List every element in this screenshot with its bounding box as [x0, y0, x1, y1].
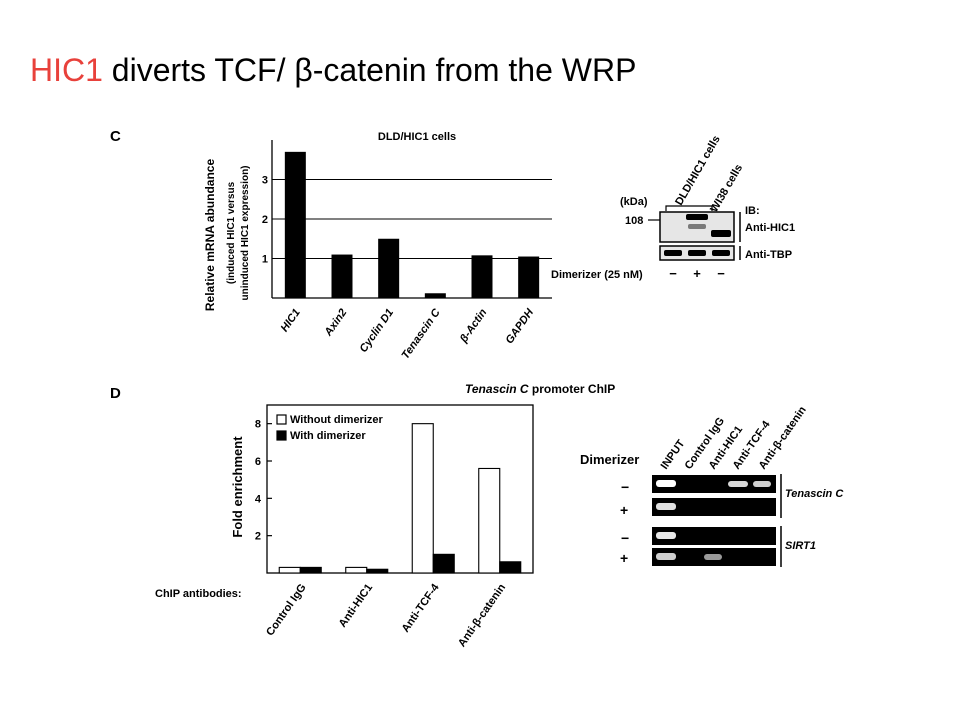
chart2-bar-anti-tcf-4-with-dimerizer: [432, 553, 455, 574]
chart2-bar-anti-tcf-4-without-dimerizer: [411, 423, 434, 574]
gel-strip-2: [652, 498, 776, 516]
legend-swatch-with: [276, 430, 287, 441]
blot-treatment-label: Dimerizer (25 nM): [551, 269, 643, 281]
gel-strip-3: [652, 527, 776, 545]
chart1-xtick-tenascin-c: Tenascin C: [400, 306, 444, 361]
chart2-ytick-4: 4: [255, 493, 262, 505]
chart2-bar-anti-hic1-with-dimerizer: [366, 568, 389, 574]
blot-kda-label: (kDa): [620, 196, 648, 208]
panel-d-title: Tenascin C promoter ChIP: [465, 382, 615, 396]
gel-band-r3-input: [656, 532, 676, 539]
blot-bracket: [665, 205, 713, 211]
chart2-xtick-control-igg: Control IgG: [264, 582, 309, 638]
chart1-ytick-3: 3: [262, 175, 268, 187]
gel-gene-tenascin: Tenascin C: [785, 488, 844, 500]
gel-lane-anti-bcatenin: Anti-β-catenin: [757, 404, 809, 472]
blot-tbp-band-1: [664, 250, 682, 256]
gel-sign-row1: −: [621, 479, 629, 495]
blot-hic1-band-main: [686, 214, 708, 220]
chart2-ytick-2: 2: [255, 531, 261, 543]
gel-lane-input: INPUT: [659, 438, 688, 472]
chart1-title: DLD/HIC1 cells: [378, 131, 456, 143]
panel-c-letter: C: [110, 128, 121, 145]
chart2-legend: Without dimerizer With dimerizer: [276, 414, 384, 442]
chart1-bar-axin2: [331, 254, 353, 298]
chart2-xtick-anti-catenin: Anti-β-catenin: [456, 582, 508, 650]
chart2-bar-anti-hic1-without-dimerizer: [345, 566, 368, 574]
blot-sign-3: −: [717, 266, 725, 281]
gel-gene-sirt1: SIRT1: [785, 540, 816, 552]
chart1-bar-gapdh: [518, 256, 540, 298]
gel-band-r1-input: [656, 480, 676, 487]
chart1-ylabel-sub1: (induced HIC1 versus: [226, 181, 237, 284]
chart1-bar-hic1: [284, 151, 306, 298]
chart2-bar-anti-catenin-without-dimerizer: [478, 467, 501, 574]
chip-chart: Fold enrichment 2 4 6 8 Control IgG Anti-HIC…: [155, 404, 534, 650]
chart1-bar-actin: [471, 255, 493, 298]
chip-gel: Dimerizer INPUT Control IgG Anti-HIC1 An…: [580, 404, 844, 567]
slide-title: HIC1 diverts TCF/ β-catenin from the WRP: [30, 52, 636, 89]
chart1-ylabel: Relative mRNA abundance: [203, 159, 217, 312]
gel-sign-row4: +: [620, 550, 628, 566]
chart2-ytick-6: 6: [255, 456, 261, 468]
chart2-bar-control-igg-without-dimerizer: [278, 566, 301, 574]
gel-sign-row3: −: [621, 530, 629, 546]
legend-label-with: With dimerizer: [290, 430, 366, 442]
chart2-bar-anti-catenin-with-dimerizer: [499, 561, 522, 574]
chart1-xtick-axin2: Axin2: [322, 307, 350, 339]
blot-hic1-band-faint: [688, 224, 706, 229]
blot-hic1-band-wi38: [711, 230, 731, 237]
western-blot: DLD/HIC1 cells WI38 cells (kDa) 108 IB: …: [551, 134, 795, 281]
legend-label-without: Without dimerizer: [290, 414, 384, 426]
chart2-xtick-anti-hic1: Anti-HIC1: [337, 582, 376, 630]
blot-label-anti-tbp: Anti-TBP: [745, 249, 792, 261]
chip-antibodies-label: ChIP antibodies:: [155, 588, 242, 600]
gel-sign-row2: +: [620, 502, 628, 518]
gel-band-r2-input: [656, 503, 676, 510]
title-rest: diverts TCF/ β-catenin from the WRP: [102, 52, 637, 88]
chart2-frame: [266, 404, 534, 574]
gel-band-r4-input: [656, 553, 676, 560]
chart1-bar-tenascin-c: [424, 293, 446, 298]
blot-sign-1: −: [669, 266, 677, 281]
chart1-xtick-actin: β-Actin: [457, 307, 489, 346]
chart2-bar-control-igg-with-dimerizer: [299, 566, 322, 574]
blot-lane-label-wi38: WI38 cells: [708, 162, 745, 214]
mrna-chart: DLD/HIC1 cells Relative mRNA abundance (…: [203, 131, 552, 361]
gel-strip-1: [652, 475, 776, 493]
blot-ib-label: IB:: [745, 205, 760, 217]
chart1-bar-cyclin-d1: [378, 238, 400, 298]
blot-tbp-band-3: [712, 250, 730, 256]
chart2-xtick-anti-tcf-4: Anti-TCF-4: [400, 581, 443, 635]
gel-band-r1-bcatenin: [753, 481, 771, 487]
chart2-ylabel: Fold enrichment: [230, 436, 245, 538]
chart1-xtick-gapdh: GAPDH: [504, 306, 537, 346]
title-highlight: HIC1: [30, 52, 103, 88]
blot-marker-108: 108: [625, 215, 643, 227]
blot-label-anti-hic1: Anti-HIC1: [745, 222, 795, 234]
chart1-ylabel-sub2: uninduced HIC1 expression): [240, 165, 251, 300]
chart1-ytick-1: 1: [262, 254, 268, 266]
blot-sign-2: +: [693, 266, 701, 281]
legend-swatch-without: [276, 414, 287, 425]
chart2-ytick-8: 8: [255, 419, 261, 431]
panel-d-title-rest: promoter ChIP: [529, 382, 616, 396]
chart1-xtick-hic1: HIC1: [279, 307, 303, 334]
chart1-xtick-cyclin-d1: Cyclin D1: [358, 307, 397, 355]
panel-d-title-italic: Tenascin C: [465, 382, 529, 396]
panel-d-letter: D: [110, 385, 121, 402]
gel-band-r1-tcf4: [728, 481, 748, 487]
gel-dimerizer-label: Dimerizer: [580, 452, 639, 467]
gel-band-r4-control: [704, 554, 722, 560]
blot-tbp-band-2: [688, 250, 706, 256]
chart1-ytick-2: 2: [262, 214, 268, 226]
